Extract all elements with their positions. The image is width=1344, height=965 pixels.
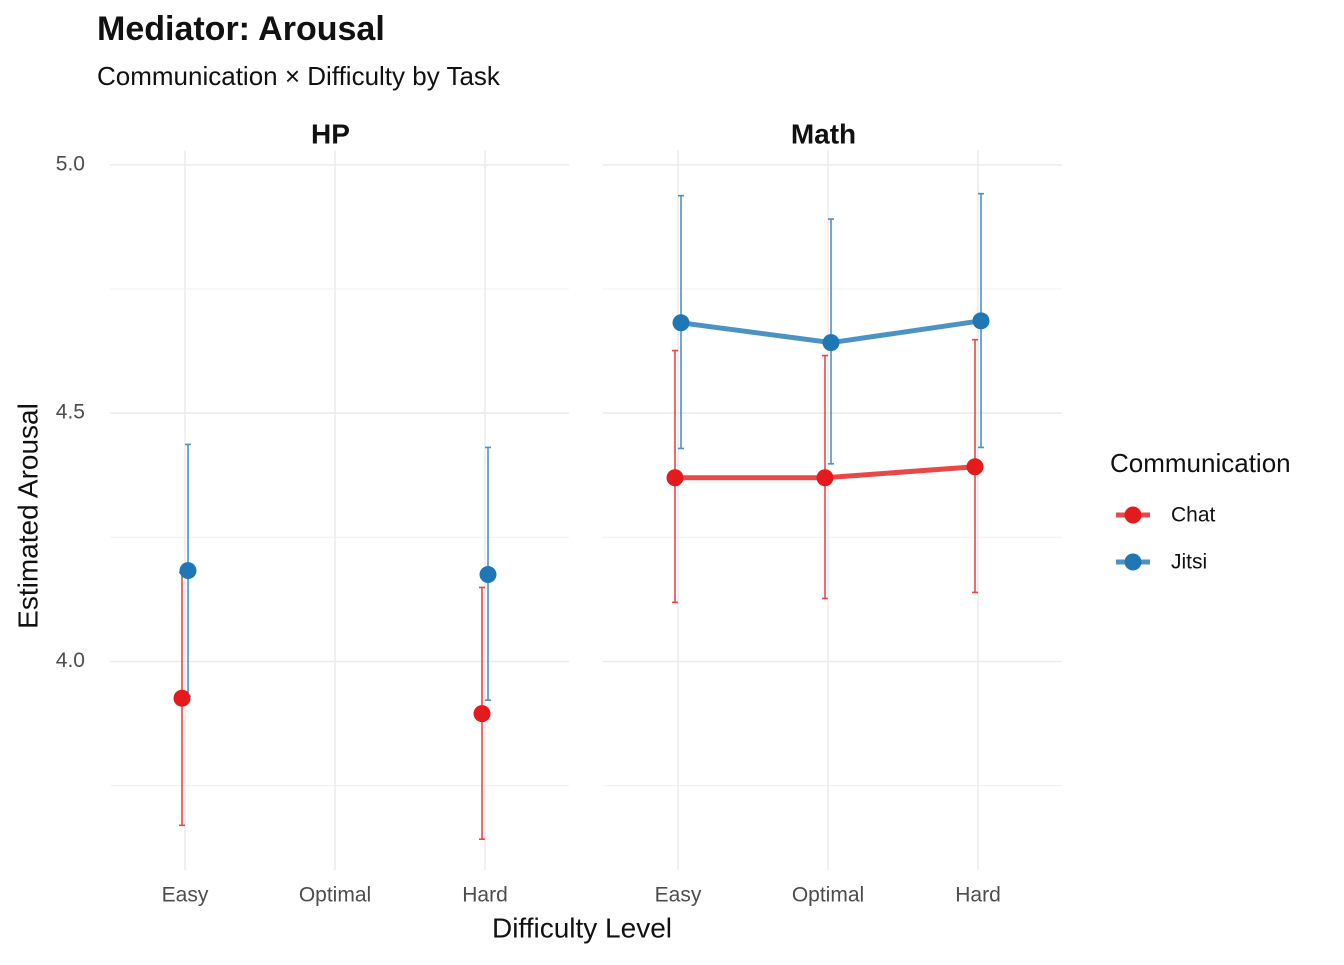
point <box>822 334 840 352</box>
facet-title: HP <box>311 118 350 149</box>
y-axis-label: Estimated Arousal <box>12 403 43 629</box>
point <box>479 566 497 584</box>
legend-label: Jitsi <box>1171 551 1207 574</box>
legend-key-point <box>1124 506 1142 524</box>
x-tick-label: Easy <box>655 884 702 907</box>
y-tick-label: 5.0 <box>56 152 85 175</box>
legend-key-point <box>1124 553 1142 571</box>
x-tick-label: Easy <box>162 884 209 907</box>
facet-title: Math <box>791 118 856 149</box>
x-tick-label: Optimal <box>792 884 864 907</box>
legend-label: Chat <box>1171 504 1216 527</box>
point <box>666 469 684 487</box>
point <box>966 458 984 476</box>
point <box>672 314 690 332</box>
legend-title: Communication <box>1110 448 1291 478</box>
x-tick-label: Hard <box>462 884 508 907</box>
chart-title: Mediator: Arousal <box>97 10 385 48</box>
y-tick-label: 4.0 <box>56 649 85 672</box>
point <box>473 705 491 723</box>
point <box>816 469 834 487</box>
chart-subtitle: Communication × Difficulty by Task <box>97 61 501 91</box>
x-axis-label: Difficulty Level <box>492 912 672 943</box>
point <box>173 689 191 707</box>
x-tick-label: Hard <box>955 884 1001 907</box>
point <box>179 562 197 580</box>
point <box>972 312 990 330</box>
y-tick-label: 4.5 <box>56 401 85 424</box>
x-tick-label: Optimal <box>299 884 371 907</box>
